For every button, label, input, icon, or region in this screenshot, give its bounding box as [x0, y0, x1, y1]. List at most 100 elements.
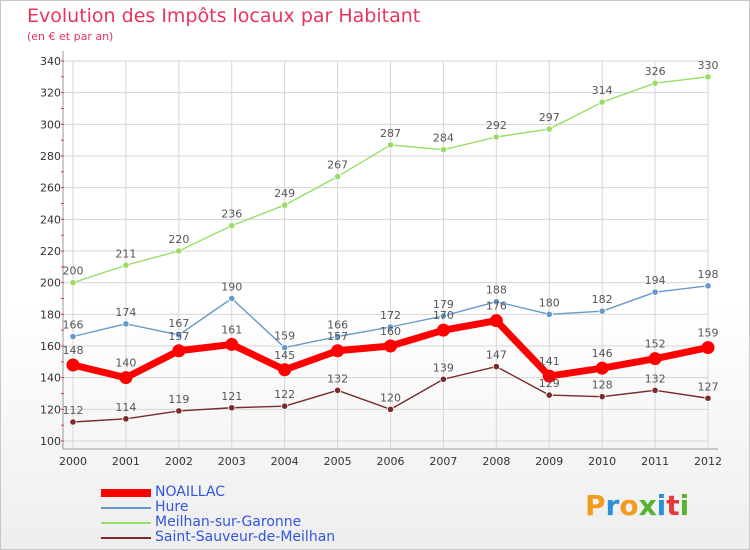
data-label: 145: [274, 349, 295, 362]
data-label: 190: [221, 281, 242, 294]
y-tick-label: 280: [40, 150, 61, 163]
data-label: 211: [115, 247, 136, 260]
y-tick-label: 160: [40, 340, 61, 353]
legend-swatch: [101, 537, 151, 539]
data-label: 179: [433, 298, 454, 311]
data-point: [439, 146, 448, 154]
data-point: [331, 344, 345, 358]
data-label: 166: [327, 319, 348, 332]
data-label: 160: [380, 325, 401, 338]
logo-letter: P: [585, 489, 606, 522]
data-label: 140: [115, 357, 136, 370]
data-point: [598, 98, 606, 106]
x-tick-label: 2001: [112, 455, 140, 468]
legend-swatch: [101, 522, 151, 524]
y-tick-label: 200: [40, 277, 61, 290]
data-point: [436, 323, 450, 337]
line-chart: 1001201401601802002202402602803003203402…: [40, 51, 722, 468]
logo-letter: i: [656, 489, 667, 522]
data-label: 287: [380, 127, 401, 140]
data-point: [333, 172, 342, 181]
data-point: [69, 418, 77, 426]
data-label: 132: [327, 372, 348, 385]
data-label: 314: [592, 84, 613, 97]
data-label: 122: [274, 388, 295, 401]
logo-letter: o: [619, 489, 639, 522]
data-label: 174: [115, 306, 136, 319]
y-tick-label: 220: [40, 245, 61, 258]
x-tick-label: 2009: [535, 455, 563, 468]
data-point: [122, 261, 130, 269]
data-point: [122, 415, 130, 423]
data-label: 220: [168, 233, 189, 246]
data-label: 152: [645, 338, 666, 351]
logo-letter: t: [666, 489, 680, 522]
y-tick-label: 140: [40, 372, 61, 385]
legend-label: Meilhan-sur-Garonne: [155, 514, 302, 530]
legend-swatch: [101, 507, 151, 509]
data-label: 236: [221, 208, 242, 221]
data-point: [598, 393, 606, 401]
data-point: [704, 73, 712, 81]
legend-label: Saint-Sauveur-de-Meilhan: [155, 529, 336, 545]
y-tick-label: 320: [40, 87, 61, 100]
data-point: [228, 294, 236, 303]
data-point: [333, 332, 342, 341]
data-label: 127: [698, 380, 719, 393]
x-tick-label: 2008: [482, 455, 510, 468]
data-point: [175, 407, 183, 415]
data-point: [386, 141, 395, 149]
data-label: 267: [327, 159, 348, 172]
data-label: 167: [168, 317, 189, 330]
data-point: [69, 332, 77, 341]
data-point: [175, 247, 183, 255]
data-point: [492, 298, 500, 306]
data-label: 146: [592, 347, 613, 360]
legend-label: NOAILLAC: [155, 484, 225, 500]
data-point: [175, 331, 183, 339]
data-label: 159: [274, 330, 295, 343]
data-label: 128: [592, 379, 613, 392]
data-label: 129: [539, 377, 560, 390]
chart-subtitle: (en € et par an): [27, 30, 114, 43]
logo-letter: i: [679, 489, 690, 522]
legend-swatch: [101, 489, 151, 497]
x-tick-label: 2011: [641, 455, 669, 468]
x-tick-label: 2000: [59, 455, 87, 468]
data-point: [122, 320, 130, 328]
y-tick-label: 120: [40, 403, 61, 416]
data-point: [492, 362, 500, 371]
data-point: [704, 394, 712, 402]
data-label: 147: [486, 349, 507, 362]
data-point: [651, 386, 659, 394]
data-label: 194: [645, 274, 666, 287]
data-point: [704, 282, 712, 290]
data-point: [119, 371, 133, 385]
data-point: [651, 288, 659, 296]
data-label: 200: [63, 265, 84, 278]
data-label: 166: [63, 319, 84, 332]
data-point: [595, 361, 609, 375]
data-point: [384, 339, 397, 353]
data-point: [228, 222, 236, 230]
x-tick-label: 2004: [271, 455, 299, 468]
legend-label: Hure: [155, 499, 189, 515]
y-tick-label: 340: [40, 55, 61, 68]
data-point: [545, 310, 553, 318]
data-point: [281, 201, 289, 209]
data-point: [545, 125, 553, 133]
data-point: [439, 312, 448, 320]
data-label: 119: [168, 393, 189, 406]
proxiti-logo: Proxiti: [585, 489, 689, 522]
data-point: [651, 79, 659, 87]
data-label: 284: [433, 132, 454, 145]
logo-letter: x: [638, 489, 657, 522]
data-point: [489, 314, 503, 328]
data-point: [281, 343, 289, 352]
data-label: 326: [645, 65, 666, 78]
data-point: [225, 337, 239, 351]
data-label: 297: [539, 111, 560, 124]
data-label: 157: [327, 330, 348, 343]
data-point: [386, 323, 395, 331]
